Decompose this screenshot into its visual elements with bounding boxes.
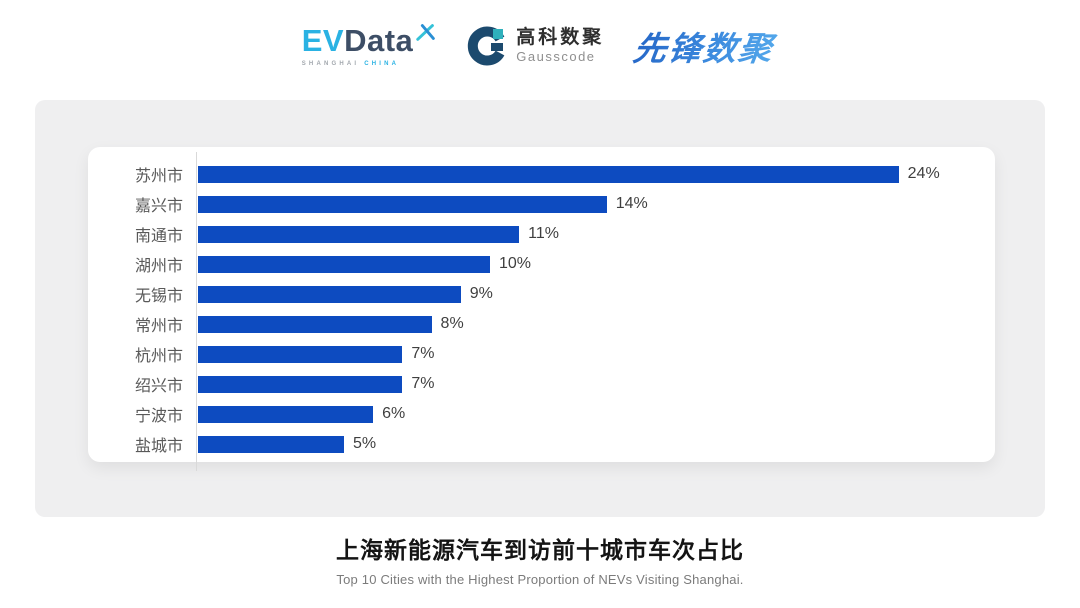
value-label: 11% — [528, 225, 559, 242]
chart-card: 苏州市 24% 嘉兴市 14% 南通市 11% 湖州市 10% 无锡市 9% 常州市 8% 杭州市 7% 绍… — [88, 147, 995, 471]
category-label: 嘉兴市 — [134, 198, 183, 215]
gausscode-g-icon — [468, 26, 505, 66]
bar — [198, 255, 490, 273]
chart-subtitle: Top 10 Cities with the Highest Proportio… — [336, 572, 744, 587]
chart-title: 上海新能源汽车到访前十城市车次占比 — [336, 537, 744, 563]
pioneer-logo: 先锋数聚 — [631, 22, 782, 70]
bar — [198, 165, 899, 183]
category-label: 苏州市 — [134, 168, 183, 185]
chart-row: 宁波市 6% — [88, 399, 995, 429]
category-label: 宁波市 — [134, 408, 183, 425]
gausscode-cn-text: 高科数聚 — [516, 26, 605, 48]
evdata-logo-subtext: SHANGHAI CHINA — [301, 61, 400, 67]
evdata-sparkle-icon — [416, 24, 436, 41]
category-label: 南通市 — [134, 228, 183, 245]
bar — [198, 315, 432, 333]
value-label: 7% — [411, 375, 435, 392]
chart-row: 杭州市 7% — [88, 339, 995, 369]
category-label: 盐城市 — [134, 438, 183, 455]
category-label: 湖州市 — [134, 258, 183, 275]
axis-cap-bottom — [88, 459, 995, 471]
chart-row: 苏州市 24% — [88, 159, 995, 189]
chart-row: 无锡市 9% — [88, 279, 995, 309]
gausscode-en-text: Gausscode — [516, 48, 596, 64]
bar — [198, 345, 403, 363]
value-label: 5% — [352, 435, 377, 452]
evdata-logo: EVData SHANGHAI CHINA — [301, 23, 438, 67]
chart-panel: 苏州市 24% 嘉兴市 14% 南通市 11% 湖州市 10% 无锡市 9% 常州市 8% 杭州市 7% 绍… — [35, 100, 1045, 517]
category-label: 无锡市 — [134, 288, 183, 305]
evdata-logo-data-text: Data — [344, 23, 414, 58]
chart-row: 南通市 11% — [88, 219, 995, 249]
value-label: 7% — [411, 345, 435, 362]
value-label: 9% — [469, 285, 493, 302]
chart-row: 湖州市 10% — [88, 249, 995, 279]
bar-chart: 苏州市 24% 嘉兴市 14% 南通市 11% 湖州市 10% 无锡市 9% 常州市 8% 杭州市 7% 绍… — [88, 152, 995, 471]
bar — [198, 225, 520, 243]
value-label: 10% — [498, 255, 531, 272]
bar — [198, 435, 344, 453]
category-label: 常州市 — [134, 318, 183, 335]
chart-row: 绍兴市 7% — [88, 369, 995, 399]
bar — [198, 195, 607, 213]
chart-row: 常州市 8% — [88, 309, 995, 339]
value-label: 24% — [907, 165, 940, 182]
chart-row: 盐城市 5% — [88, 429, 995, 459]
header-logos: EVData SHANGHAI CHINA 高科数聚 Gausscode — [0, 22, 1080, 70]
gausscode-logo: 高科数聚 Gausscode — [467, 26, 604, 66]
bar — [198, 285, 461, 303]
value-label: 6% — [382, 405, 406, 422]
footer: 上海新能源汽车到访前十城市车次占比 Top 10 Cities with the… — [0, 531, 1080, 587]
value-label: 14% — [615, 195, 648, 212]
axis-cap-top — [88, 152, 995, 159]
evdata-logo-ev-text: EV — [301, 23, 345, 58]
category-label: 杭州市 — [134, 348, 183, 365]
value-label: 8% — [440, 315, 464, 332]
bar — [198, 375, 403, 393]
bar — [198, 405, 374, 423]
category-label: 绍兴市 — [134, 378, 183, 395]
chart-row: 嘉兴市 14% — [88, 189, 995, 219]
